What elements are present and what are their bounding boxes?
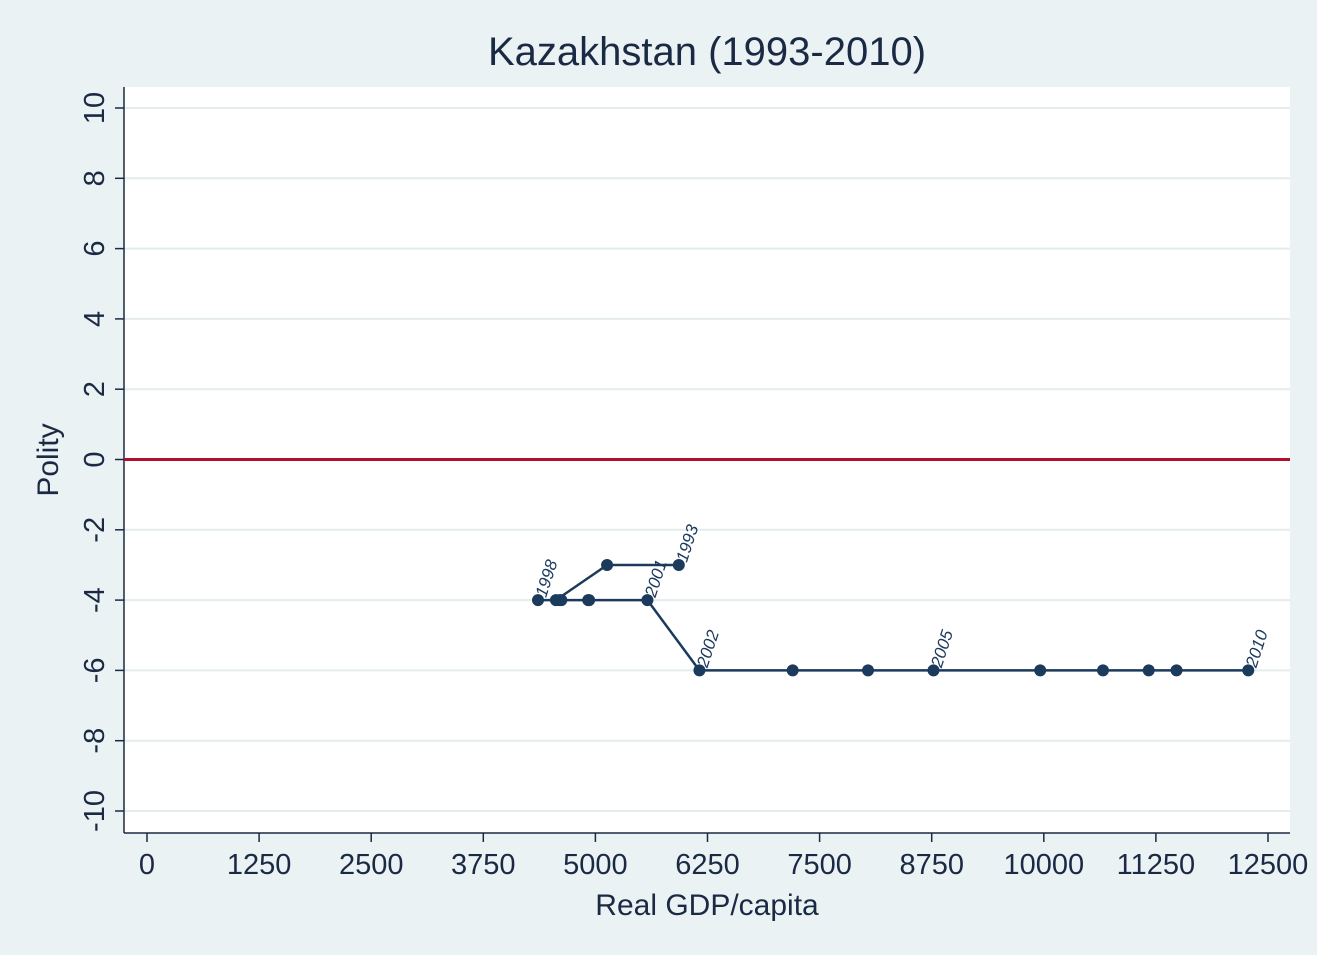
x-axis-title: Real GDP/capita <box>595 889 819 922</box>
y-tick-label: -2 <box>79 517 111 543</box>
data-point-2009 <box>1170 664 1183 677</box>
data-point-2001 <box>641 594 654 607</box>
data-point-1998 <box>532 594 545 607</box>
data-point-1999 <box>555 594 568 607</box>
y-tick-label: 2 <box>79 381 111 397</box>
x-tick-label: 6250 <box>675 849 740 881</box>
y-axis-title: Polity <box>32 423 65 496</box>
axes: 10 8 6 4 2 0 -2 -4 -6 -8 -10 0 1250 2500 3750 5000 6250 7… <box>79 87 1308 881</box>
x-tick-label: 3750 <box>451 849 516 881</box>
data-point-2005 <box>927 664 940 677</box>
x-tick-label: 5000 <box>563 849 628 881</box>
x-tick-label: 12500 <box>1228 849 1309 881</box>
y-tick-label: 6 <box>79 241 111 257</box>
x-tick-label: 8750 <box>899 849 964 881</box>
data-point-2004 <box>862 664 875 677</box>
x-tick-label: 2500 <box>339 849 404 881</box>
data-point-2003 <box>786 664 799 677</box>
y-tick-label: 8 <box>79 170 111 186</box>
data-point-1994 <box>601 558 614 571</box>
data-point-2010 <box>1242 664 1255 677</box>
y-tick-label: 10 <box>79 92 111 124</box>
data-point-1993 <box>672 558 685 571</box>
x-tick-label: 11250 <box>1117 849 1196 881</box>
y-tick-label: -4 <box>79 587 111 613</box>
y-tick-label: -10 <box>79 790 111 832</box>
x-tick-label: 7500 <box>787 849 852 881</box>
data-point-2006 <box>1034 664 1047 677</box>
y-tick-label: -6 <box>79 658 111 684</box>
data-point-2002 <box>693 664 706 677</box>
chart-title: Kazakhstan (1993-2010) <box>488 30 926 74</box>
data-point-2008 <box>1142 664 1155 677</box>
x-tick-label: 10000 <box>1003 849 1084 881</box>
data-point-2000 <box>583 594 596 607</box>
y-tick-label: 0 <box>79 451 111 467</box>
x-tick-label: 0 <box>139 849 155 881</box>
data-point-2007 <box>1096 664 1109 677</box>
x-tick-label: 1250 <box>227 849 292 881</box>
y-tick-label: -8 <box>79 728 111 754</box>
y-tick-label: 4 <box>79 311 111 327</box>
